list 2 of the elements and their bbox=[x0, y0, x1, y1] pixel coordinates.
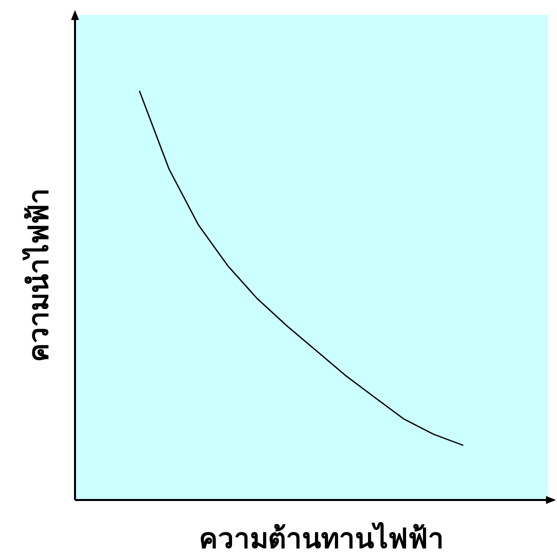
x-axis-title: ความต้านทานไฟฟ้า bbox=[199, 522, 444, 555]
y-axis-title: ความนำไฟฟ้า bbox=[22, 188, 55, 362]
